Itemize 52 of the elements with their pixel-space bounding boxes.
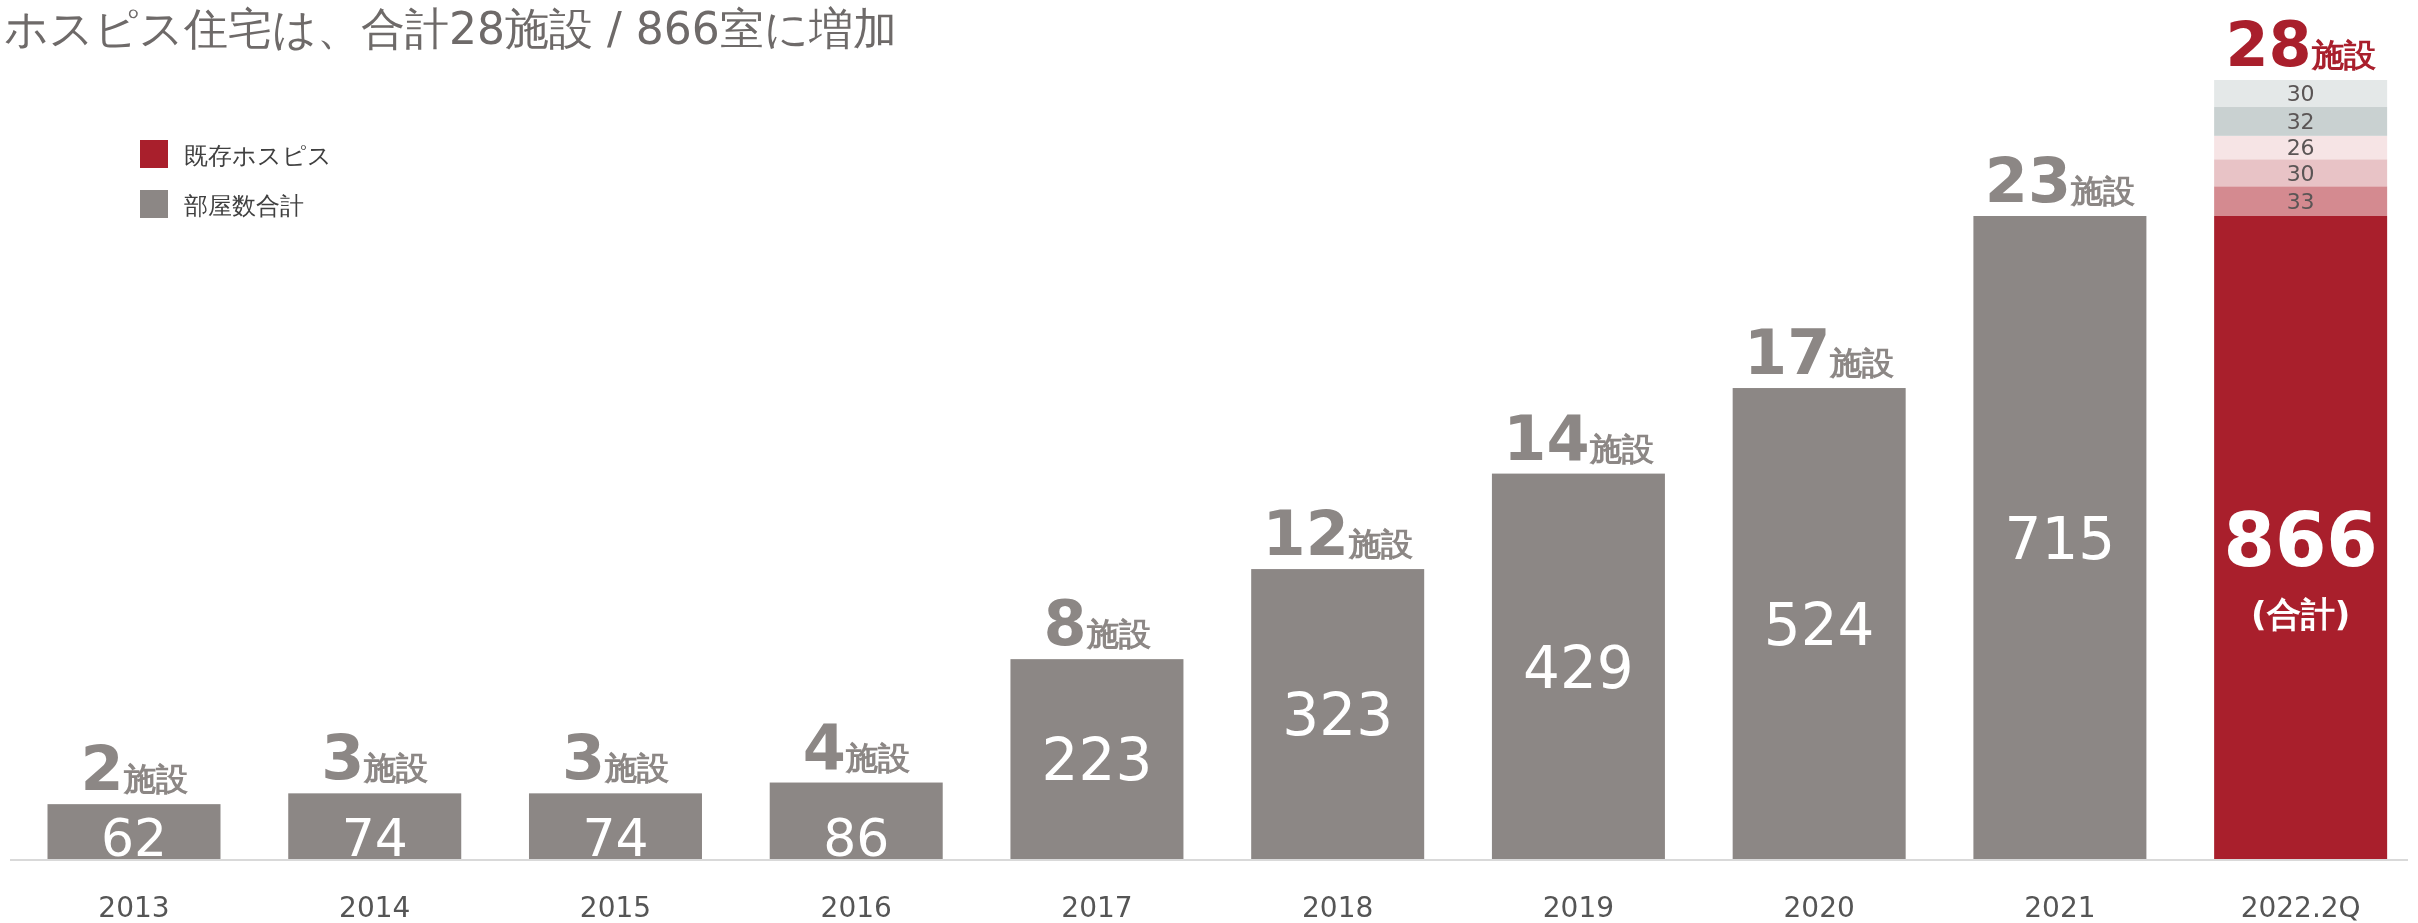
annotation: 3施設 xyxy=(561,721,670,795)
total-label: 866 xyxy=(2223,497,2378,583)
x-tick-label: 2019 xyxy=(1542,891,1615,923)
data-label: 62 xyxy=(100,808,168,868)
bar xyxy=(2214,159,2388,187)
data-label: 33 xyxy=(2286,189,2315,215)
annotation: 17施設 xyxy=(1744,316,1895,390)
bar xyxy=(2214,135,2388,160)
annotation: 3施設 xyxy=(321,721,429,795)
bar xyxy=(1010,659,1184,860)
x-tick-label: 2020 xyxy=(1783,891,1855,923)
data-label: 74 xyxy=(341,808,408,868)
bar xyxy=(2214,80,2388,108)
x-tick-label: 2014 xyxy=(339,891,411,923)
bar xyxy=(528,793,702,860)
data-label: 524 xyxy=(1763,590,1875,659)
bar xyxy=(288,793,462,860)
bar xyxy=(1491,473,1665,860)
data-label: 30 xyxy=(2286,81,2315,107)
legend-label: 既存ホスピス xyxy=(184,142,332,170)
data-label: 429 xyxy=(1523,633,1634,702)
data-label: 74 xyxy=(582,808,649,868)
data-label: 86 xyxy=(823,808,890,868)
x-tick-label: 2015 xyxy=(579,891,652,923)
data-label: 223 xyxy=(1041,726,1153,795)
annotation: 14施設 xyxy=(1503,401,1654,475)
data-label: 26 xyxy=(2286,135,2315,161)
x-tick-label: 2022.2Q xyxy=(2240,891,2361,923)
annotation: (合計) xyxy=(2251,594,2351,634)
x-tick-label: 2021 xyxy=(2024,891,2096,923)
x-tick-label: 2018 xyxy=(1302,891,1374,923)
bar xyxy=(2214,216,2388,860)
annotation: 2施設 xyxy=(80,732,188,806)
x-tick-label: 2016 xyxy=(820,891,892,923)
bar xyxy=(1732,388,1906,860)
bar xyxy=(1973,216,2147,860)
bar xyxy=(2214,107,2388,136)
data-label: 715 xyxy=(2004,504,2116,573)
annotation: 4施設 xyxy=(802,710,910,784)
annotation: 28施設 xyxy=(2225,8,2376,81)
chart-title: ホスピス住宅は、合計28施設 / 866室に増加 xyxy=(4,3,897,54)
annotation: 23施設 xyxy=(1984,144,2136,217)
x-tick-label: 2017 xyxy=(1061,891,1133,923)
data-label: 30 xyxy=(2286,160,2315,186)
data-label: 32 xyxy=(2286,109,2315,135)
bar xyxy=(1251,569,1425,860)
x-tick-label: 2013 xyxy=(98,891,170,923)
data-label: 323 xyxy=(1282,681,1394,750)
bar xyxy=(2214,186,2388,216)
annotation: 12施設 xyxy=(1262,497,1413,571)
legend-label: 部屋数合計 xyxy=(184,192,304,220)
annotation: 8施設 xyxy=(1043,587,1151,661)
